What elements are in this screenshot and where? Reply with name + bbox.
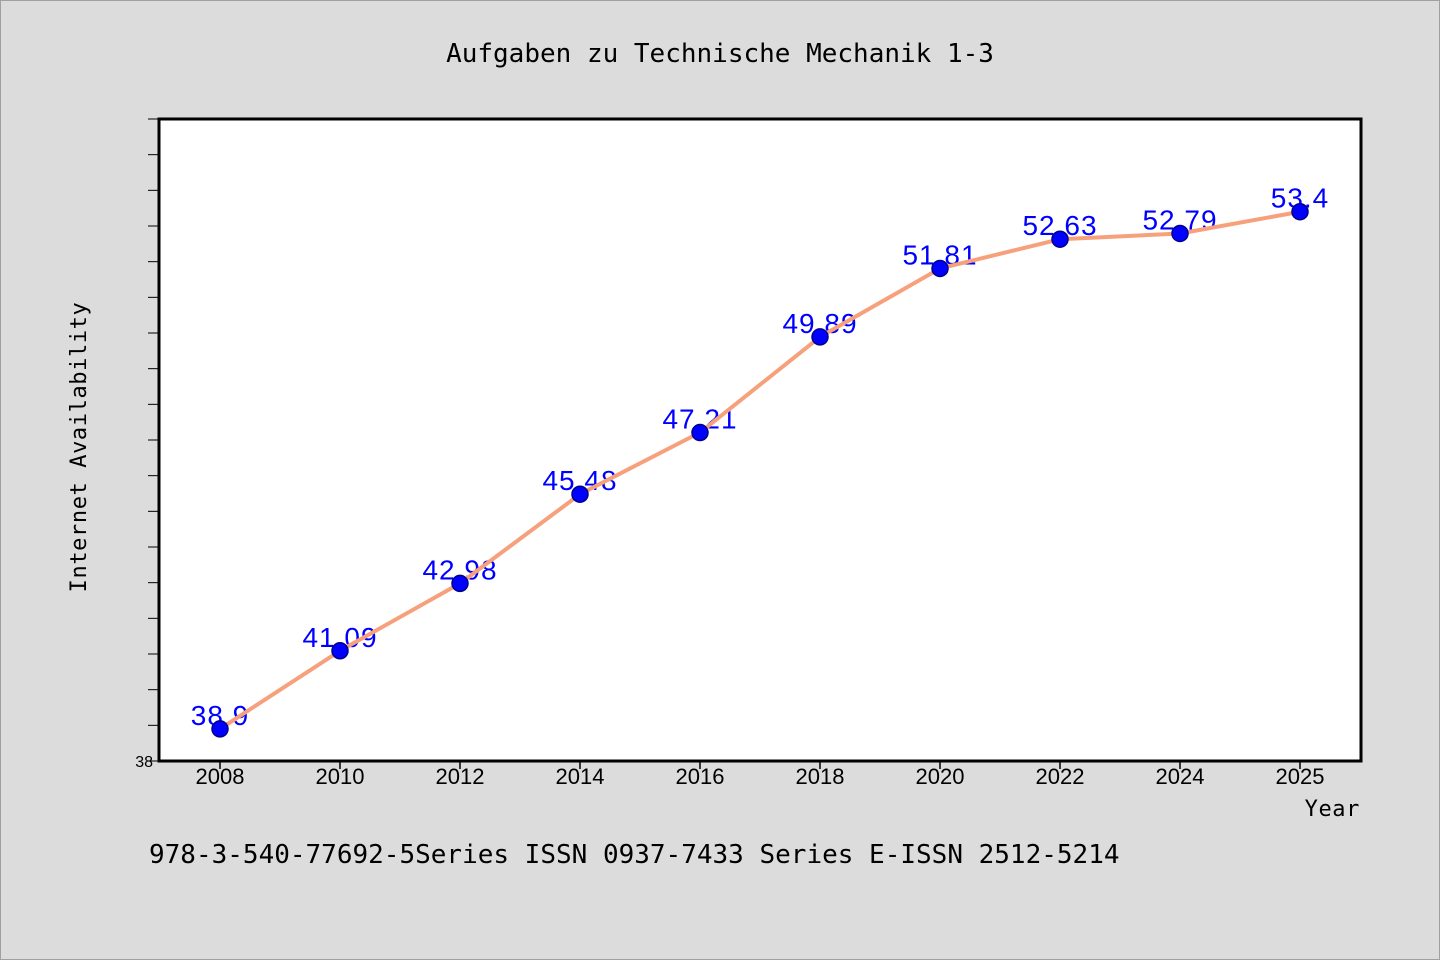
data-point	[931, 259, 949, 278]
y-axis-ticks	[148, 118, 159, 762]
x-tick-labels: 2008 2010 2012 2014 2016 2018 2020 2022 2024 2025	[196, 764, 1325, 789]
data-point	[451, 574, 469, 593]
x-axis-label: Year	[1305, 797, 1360, 822]
x-tick-label: 2025	[1276, 764, 1325, 789]
x-tick-label: 2008	[196, 764, 245, 789]
x-tick-label: 2010	[316, 764, 365, 789]
y-tick-labels: 38	[135, 754, 153, 771]
y-axis-label: Internet Availability	[67, 302, 92, 593]
chart-title: Aufgaben zu Technische Mechanik 1-3	[446, 39, 994, 69]
x-tick-label: 2024	[1156, 764, 1205, 789]
data-point	[331, 642, 349, 660]
data-point	[811, 328, 829, 346]
data-point	[1051, 230, 1069, 248]
x-tick-label: 2012	[436, 764, 485, 789]
data-point	[1171, 224, 1189, 243]
x-tick-label: 2018	[796, 764, 845, 789]
x-tick-label: 2016	[676, 764, 725, 789]
data-point	[571, 485, 589, 503]
series-line	[218, 209, 1302, 731]
y-tick-label: 38	[135, 754, 153, 771]
x-tick-label: 2022	[1036, 764, 1085, 789]
x-tick-label: 2020	[916, 764, 965, 789]
plot-area	[157, 117, 1363, 763]
x-tick-label: 2014	[556, 764, 605, 789]
footer-text: 978-3-540-77692-5Series ISSN 0937-7433 S…	[149, 840, 1120, 870]
data-points	[211, 202, 1309, 738]
data-point	[211, 720, 229, 738]
x-axis-ticks	[219, 761, 1301, 769]
data-point	[1291, 202, 1309, 221]
data-point	[691, 423, 709, 442]
